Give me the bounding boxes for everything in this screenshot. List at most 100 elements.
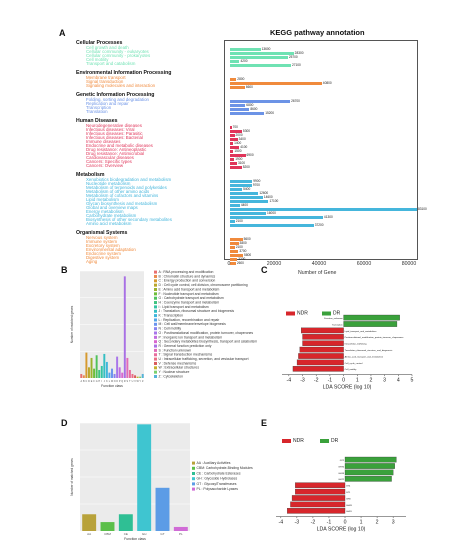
- x-tick-label: PL: [179, 532, 183, 536]
- bar: [82, 514, 97, 531]
- kegg-bar: [230, 142, 234, 145]
- bar: [105, 361, 108, 378]
- kegg-bar: [230, 56, 288, 59]
- lda-bar: [344, 469, 394, 476]
- kegg-group-heading: Genetic Information Processing: [76, 92, 155, 98]
- panel-d-letter: D: [61, 418, 68, 428]
- legend-label: S : Function unknown: [159, 348, 192, 352]
- kegg-bar: [230, 86, 245, 89]
- legend-swatch: [322, 311, 331, 316]
- kegg-value-label: 26700: [291, 99, 300, 103]
- lda-bar-label: Intracellular_trafficking: [345, 343, 368, 346]
- legend-label: CE : Carbohydrate Esterases: [197, 471, 241, 475]
- x-tick-label: V: [134, 380, 136, 383]
- bar: [98, 369, 101, 378]
- kegg-value-label: 5800: [244, 253, 252, 257]
- lda-bar-label: GT4: [346, 486, 351, 488]
- kegg-pathway-label: Excretory system: [86, 243, 120, 248]
- kegg-bar: [230, 150, 234, 153]
- legend-label: J : Translation, ribosomal structure and…: [159, 309, 235, 313]
- kegg-bar: [230, 104, 246, 107]
- legend-label: H : Coenzyme transport and metabolism: [159, 300, 220, 304]
- kegg-bar: [230, 126, 232, 129]
- legend-swatch: [154, 327, 157, 331]
- x-axis-label: LDA SCORE (log 10): [323, 385, 372, 391]
- lda-bar: [302, 334, 344, 340]
- kegg-pathway-label: Transport and catabolism: [86, 61, 136, 66]
- legend-label: A : RNA processing and modification: [159, 270, 214, 274]
- lda-bar-label: GH31: [346, 511, 352, 513]
- kegg-value-label: 12600: [259, 191, 269, 195]
- panel-c-letter: C: [261, 265, 268, 275]
- kegg-value-label: 1900: [235, 157, 243, 161]
- y-axis-label: Number of matched genes: [70, 458, 74, 496]
- legend-label: N : Cell motility: [159, 327, 182, 331]
- kegg-group-heading: Human Diseases: [76, 118, 118, 124]
- kegg-pathway-label: Folding, sorting and degradation: [86, 97, 149, 102]
- x-tick-label: H: [98, 380, 100, 383]
- lda-bar-label: GH43: [346, 505, 352, 507]
- lda-bar-label: Cell_cycle_control: [345, 362, 363, 365]
- kegg-pathway-label: Digestive system: [86, 255, 120, 260]
- x-tick-label: -1: [327, 520, 332, 526]
- kegg-pathway-label: Aging: [86, 259, 98, 264]
- kegg-x-tick-label: 0: [227, 261, 231, 267]
- kegg-pathway-label: Drug resistance: Antimicrobial: [86, 151, 145, 156]
- x-tick-label: G: [96, 380, 98, 383]
- legend-swatch: [154, 283, 157, 287]
- legend-swatch: [154, 318, 157, 322]
- kegg-pathway-label: Metabolism of cofactors and vitamins: [86, 193, 159, 198]
- kegg-value-label: 9900: [253, 179, 261, 183]
- x-tick-label: Q: [121, 380, 123, 383]
- x-tick-label: -2: [314, 378, 319, 384]
- legend-swatch: [154, 322, 157, 326]
- legend-label: T : Signal transduction mechanisms: [159, 353, 213, 357]
- kegg-group-heading: Organismal Systems: [76, 230, 128, 236]
- lda-bar-label: GH18: [338, 473, 344, 475]
- panel-a-letter: A: [59, 28, 66, 38]
- kegg-value-label: 5400: [243, 187, 251, 191]
- bar: [87, 367, 90, 378]
- kegg-pathway-label: Signal transduction: [86, 79, 124, 84]
- kegg-pathway-label: Cancers: Overview: [86, 163, 124, 168]
- legend-swatch: [192, 482, 195, 486]
- legend-swatch: [154, 309, 157, 313]
- kegg-pathway-label: Cell motility: [86, 57, 109, 62]
- kegg-x-tick-label: 20000: [266, 261, 282, 267]
- bar: [173, 526, 188, 531]
- legend-swatch: [154, 296, 157, 300]
- bar: [100, 522, 115, 531]
- legend-swatch: [286, 311, 295, 316]
- kegg-pathway-label: Cellular community - eukaryotes: [86, 49, 149, 54]
- legend-swatch: [154, 370, 157, 374]
- lda-bar-label: Amino_acid_transport_and_metabolism: [345, 355, 384, 358]
- legend-swatch: [154, 353, 157, 357]
- lda-bar: [298, 353, 344, 359]
- x-tick-label: O: [116, 380, 118, 383]
- kegg-pathway-label: Immune diseases: [86, 139, 121, 144]
- legend-swatch: [154, 288, 157, 291]
- kegg-pathway-label: Environmental adaptation: [86, 247, 136, 252]
- x-tick-label: A: [80, 380, 82, 383]
- kegg-bar: [230, 60, 240, 63]
- lda-bar-label: GH76: [338, 466, 344, 468]
- kegg-bar: [230, 208, 417, 211]
- lda-bar: [295, 488, 346, 495]
- lda-bar-label: Lipid_transport_and_metabolism: [345, 330, 377, 333]
- kegg-value-label: 5300: [242, 129, 251, 133]
- lda-bar-label: Cell_motility: [345, 368, 358, 371]
- kegg-chart-title: KEGG pathway annotation: [270, 28, 365, 37]
- x-tick-label: GH: [142, 532, 147, 536]
- x-tick-label: K: [106, 380, 108, 383]
- kegg-bar: [230, 138, 238, 141]
- bar: [85, 352, 88, 378]
- kegg-pathway-label: Amino acid metabolism: [86, 221, 132, 226]
- kegg-x-tick-label: 60000: [356, 261, 372, 267]
- lda-bar: [302, 340, 344, 346]
- kegg-value-label: 2100: [235, 245, 243, 249]
- kegg-bar: [230, 254, 244, 257]
- legend-label: Z : Cytoskeleton: [159, 374, 184, 378]
- legend-swatch: [154, 335, 157, 339]
- kegg-bar: [230, 220, 235, 223]
